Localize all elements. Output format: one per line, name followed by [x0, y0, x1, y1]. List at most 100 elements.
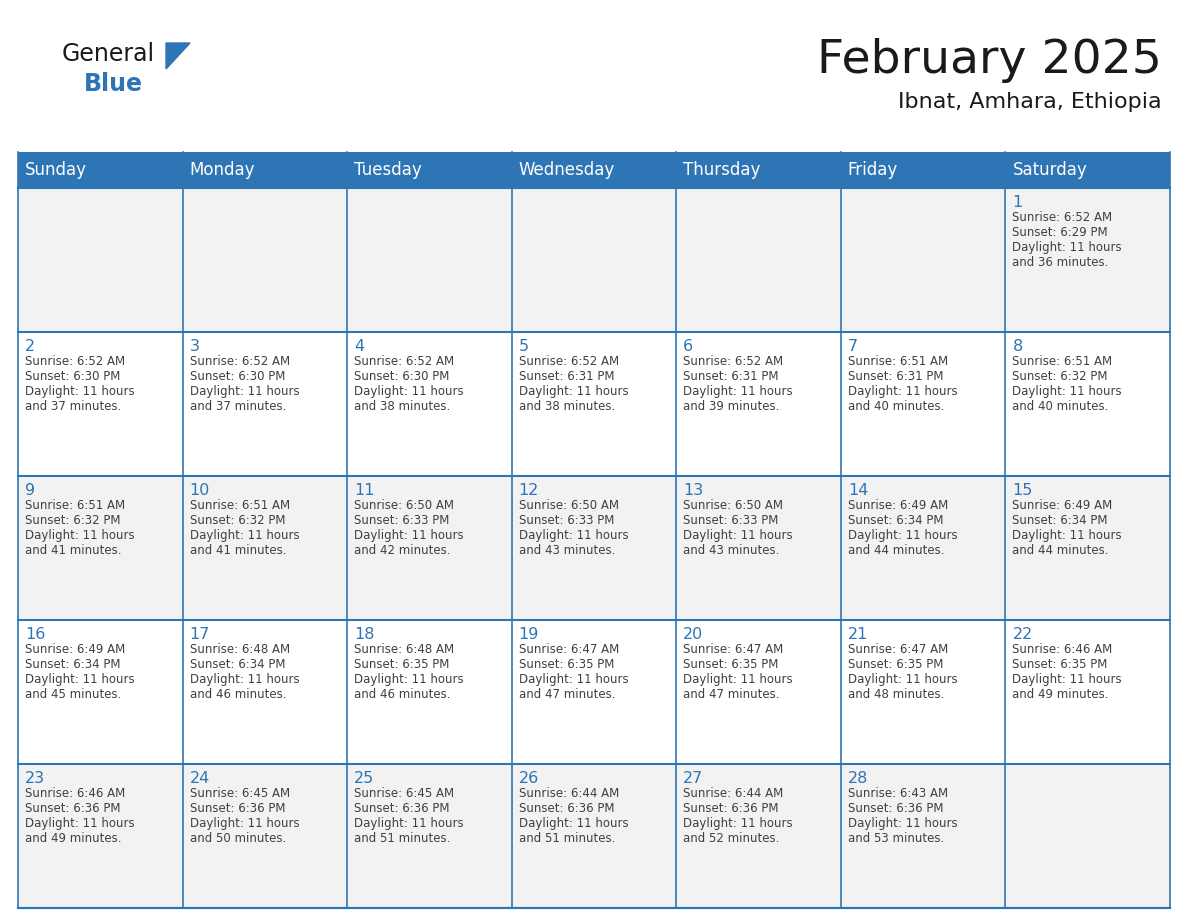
Text: Blue: Blue	[84, 72, 143, 96]
Text: Friday: Friday	[848, 161, 898, 179]
Text: Sunrise: 6:44 AM: Sunrise: 6:44 AM	[683, 787, 784, 800]
Text: and 49 minutes.: and 49 minutes.	[25, 832, 121, 845]
Text: Sunrise: 6:49 AM: Sunrise: 6:49 AM	[1012, 499, 1113, 512]
Text: and 47 minutes.: and 47 minutes.	[683, 688, 779, 701]
Text: Sunrise: 6:43 AM: Sunrise: 6:43 AM	[848, 787, 948, 800]
Text: and 40 minutes.: and 40 minutes.	[848, 400, 944, 413]
Text: Daylight: 11 hours: Daylight: 11 hours	[683, 385, 792, 398]
Text: Sunset: 6:34 PM: Sunset: 6:34 PM	[190, 658, 285, 671]
Text: Daylight: 11 hours: Daylight: 11 hours	[683, 817, 792, 830]
Polygon shape	[166, 43, 190, 69]
Text: Sunset: 6:34 PM: Sunset: 6:34 PM	[848, 514, 943, 527]
Text: Sunset: 6:33 PM: Sunset: 6:33 PM	[354, 514, 449, 527]
Text: and 46 minutes.: and 46 minutes.	[190, 688, 286, 701]
Text: General: General	[62, 42, 156, 66]
Text: Sunset: 6:35 PM: Sunset: 6:35 PM	[848, 658, 943, 671]
Text: Sunrise: 6:48 AM: Sunrise: 6:48 AM	[190, 643, 290, 656]
Text: Tuesday: Tuesday	[354, 161, 422, 179]
Text: Daylight: 11 hours: Daylight: 11 hours	[683, 673, 792, 686]
Text: Daylight: 11 hours: Daylight: 11 hours	[354, 529, 463, 542]
Text: 24: 24	[190, 771, 210, 786]
Text: Sunrise: 6:47 AM: Sunrise: 6:47 AM	[848, 643, 948, 656]
Text: and 36 minutes.: and 36 minutes.	[1012, 256, 1108, 269]
Text: Sunrise: 6:51 AM: Sunrise: 6:51 AM	[1012, 355, 1112, 368]
Text: Sunset: 6:29 PM: Sunset: 6:29 PM	[1012, 226, 1108, 239]
Text: Sunset: 6:31 PM: Sunset: 6:31 PM	[519, 370, 614, 383]
Text: 12: 12	[519, 483, 539, 498]
Text: Daylight: 11 hours: Daylight: 11 hours	[190, 817, 299, 830]
Text: and 38 minutes.: and 38 minutes.	[354, 400, 450, 413]
Text: and 41 minutes.: and 41 minutes.	[190, 544, 286, 557]
Text: Sunrise: 6:50 AM: Sunrise: 6:50 AM	[683, 499, 783, 512]
Text: 7: 7	[848, 339, 858, 354]
Text: Ibnat, Amhara, Ethiopia: Ibnat, Amhara, Ethiopia	[898, 92, 1162, 112]
Text: Daylight: 11 hours: Daylight: 11 hours	[519, 529, 628, 542]
Text: Daylight: 11 hours: Daylight: 11 hours	[519, 817, 628, 830]
Text: Sunset: 6:33 PM: Sunset: 6:33 PM	[519, 514, 614, 527]
Text: Sunrise: 6:52 AM: Sunrise: 6:52 AM	[519, 355, 619, 368]
Text: Sunrise: 6:46 AM: Sunrise: 6:46 AM	[25, 787, 125, 800]
Text: Daylight: 11 hours: Daylight: 11 hours	[1012, 385, 1121, 398]
Text: and 47 minutes.: and 47 minutes.	[519, 688, 615, 701]
Text: Sunset: 6:36 PM: Sunset: 6:36 PM	[354, 802, 449, 815]
Text: 2: 2	[25, 339, 36, 354]
Text: Sunrise: 6:52 AM: Sunrise: 6:52 AM	[190, 355, 290, 368]
Text: 16: 16	[25, 627, 45, 642]
Text: and 46 minutes.: and 46 minutes.	[354, 688, 450, 701]
Text: Sunset: 6:36 PM: Sunset: 6:36 PM	[25, 802, 120, 815]
Text: 9: 9	[25, 483, 36, 498]
Text: Sunrise: 6:47 AM: Sunrise: 6:47 AM	[519, 643, 619, 656]
Text: 10: 10	[190, 483, 210, 498]
Text: Daylight: 11 hours: Daylight: 11 hours	[1012, 241, 1121, 254]
Bar	[18, 476, 1170, 620]
Text: Sunrise: 6:52 AM: Sunrise: 6:52 AM	[1012, 211, 1112, 224]
Text: Daylight: 11 hours: Daylight: 11 hours	[25, 817, 134, 830]
Text: February 2025: February 2025	[817, 38, 1162, 83]
Text: Daylight: 11 hours: Daylight: 11 hours	[1012, 529, 1121, 542]
Text: Daylight: 11 hours: Daylight: 11 hours	[25, 673, 134, 686]
Text: Sunset: 6:30 PM: Sunset: 6:30 PM	[354, 370, 449, 383]
Text: Monday: Monday	[190, 161, 255, 179]
Text: Daylight: 11 hours: Daylight: 11 hours	[519, 385, 628, 398]
Text: Daylight: 11 hours: Daylight: 11 hours	[683, 529, 792, 542]
Text: Daylight: 11 hours: Daylight: 11 hours	[848, 673, 958, 686]
Text: Sunset: 6:36 PM: Sunset: 6:36 PM	[683, 802, 779, 815]
Text: 28: 28	[848, 771, 868, 786]
Text: 14: 14	[848, 483, 868, 498]
Text: 22: 22	[1012, 627, 1032, 642]
Text: Sunset: 6:30 PM: Sunset: 6:30 PM	[25, 370, 120, 383]
Text: 4: 4	[354, 339, 365, 354]
Text: Sunset: 6:34 PM: Sunset: 6:34 PM	[1012, 514, 1108, 527]
Text: Sunrise: 6:50 AM: Sunrise: 6:50 AM	[354, 499, 454, 512]
Bar	[18, 188, 1170, 332]
Text: and 38 minutes.: and 38 minutes.	[519, 400, 615, 413]
Text: Sunrise: 6:52 AM: Sunrise: 6:52 AM	[683, 355, 783, 368]
Text: and 43 minutes.: and 43 minutes.	[519, 544, 615, 557]
Bar	[18, 764, 1170, 908]
Bar	[18, 152, 1170, 188]
Text: Sunset: 6:36 PM: Sunset: 6:36 PM	[848, 802, 943, 815]
Text: Daylight: 11 hours: Daylight: 11 hours	[848, 385, 958, 398]
Text: Sunrise: 6:51 AM: Sunrise: 6:51 AM	[25, 499, 125, 512]
Text: Daylight: 11 hours: Daylight: 11 hours	[25, 529, 134, 542]
Text: Daylight: 11 hours: Daylight: 11 hours	[25, 385, 134, 398]
Text: Sunrise: 6:49 AM: Sunrise: 6:49 AM	[25, 643, 125, 656]
Text: Sunrise: 6:52 AM: Sunrise: 6:52 AM	[354, 355, 454, 368]
Text: Daylight: 11 hours: Daylight: 11 hours	[1012, 673, 1121, 686]
Text: 5: 5	[519, 339, 529, 354]
Text: Wednesday: Wednesday	[519, 161, 615, 179]
Text: and 45 minutes.: and 45 minutes.	[25, 688, 121, 701]
Text: Sunrise: 6:49 AM: Sunrise: 6:49 AM	[848, 499, 948, 512]
Text: and 48 minutes.: and 48 minutes.	[848, 688, 944, 701]
Text: Sunrise: 6:48 AM: Sunrise: 6:48 AM	[354, 643, 454, 656]
Text: Daylight: 11 hours: Daylight: 11 hours	[190, 673, 299, 686]
Text: and 37 minutes.: and 37 minutes.	[25, 400, 121, 413]
Text: and 40 minutes.: and 40 minutes.	[1012, 400, 1108, 413]
Text: Sunset: 6:32 PM: Sunset: 6:32 PM	[190, 514, 285, 527]
Text: 1: 1	[1012, 195, 1023, 210]
Text: 13: 13	[683, 483, 703, 498]
Text: Sunset: 6:35 PM: Sunset: 6:35 PM	[519, 658, 614, 671]
Text: Sunrise: 6:45 AM: Sunrise: 6:45 AM	[190, 787, 290, 800]
Text: 17: 17	[190, 627, 210, 642]
Text: Sunset: 6:34 PM: Sunset: 6:34 PM	[25, 658, 120, 671]
